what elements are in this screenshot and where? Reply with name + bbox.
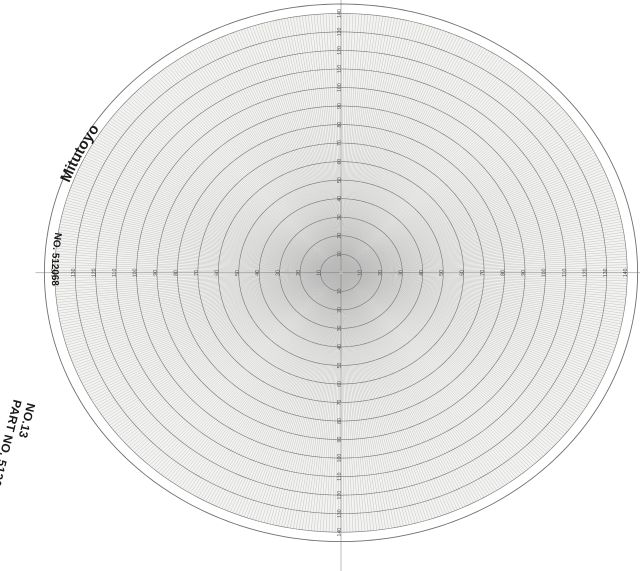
svg-text:80: 80 [173, 270, 179, 276]
svg-text:40: 40 [337, 344, 343, 350]
svg-text:70: 70 [480, 270, 486, 276]
svg-text:100: 100 [541, 268, 547, 277]
svg-text:90: 90 [153, 270, 159, 276]
svg-text:110: 110 [562, 269, 568, 277]
svg-text:20: 20 [337, 307, 343, 313]
svg-text:50: 50 [337, 362, 343, 368]
svg-text:60: 60 [460, 270, 466, 276]
svg-text:80: 80 [501, 270, 507, 276]
svg-text:120: 120 [337, 46, 343, 55]
svg-text:10: 10 [337, 251, 343, 257]
svg-text:40: 40 [255, 270, 261, 276]
svg-text:40: 40 [419, 270, 425, 276]
svg-text:10: 10 [317, 270, 323, 276]
svg-text:30: 30 [276, 270, 282, 276]
svg-text:90: 90 [337, 103, 343, 109]
svg-text:20: 20 [337, 233, 343, 239]
svg-text:40: 40 [337, 196, 343, 202]
svg-text:140: 140 [337, 9, 343, 18]
svg-text:10: 10 [357, 270, 363, 276]
svg-text:110: 110 [112, 269, 118, 277]
svg-text:130: 130 [71, 268, 77, 277]
svg-text:110: 110 [337, 472, 343, 480]
svg-text:120: 120 [582, 268, 588, 277]
svg-text:140: 140 [623, 268, 629, 277]
svg-text:100: 100 [133, 268, 139, 277]
svg-text:100: 100 [337, 454, 343, 463]
svg-text:70: 70 [337, 140, 343, 146]
svg-text:120: 120 [92, 268, 98, 277]
svg-text:90: 90 [337, 437, 343, 443]
svg-text:30: 30 [337, 214, 343, 220]
svg-text:20: 20 [296, 270, 302, 276]
svg-text:60: 60 [337, 159, 343, 165]
svg-text:70: 70 [194, 270, 200, 276]
svg-text:20: 20 [378, 270, 384, 276]
svg-text:140: 140 [337, 528, 343, 537]
svg-text:90: 90 [521, 270, 527, 276]
svg-text:130: 130 [603, 268, 609, 277]
svg-text:10: 10 [337, 288, 343, 294]
svg-text:130: 130 [337, 27, 343, 36]
svg-text:110: 110 [337, 65, 343, 73]
svg-text:120: 120 [337, 491, 343, 500]
svg-text:100: 100 [337, 83, 343, 92]
svg-text:60: 60 [214, 270, 220, 276]
svg-text:50: 50 [439, 270, 445, 276]
svg-text:50: 50 [235, 270, 241, 276]
svg-text:80: 80 [337, 418, 343, 424]
svg-text:130: 130 [337, 509, 343, 518]
svg-text:30: 30 [398, 270, 404, 276]
svg-text:50: 50 [337, 177, 343, 183]
svg-text:60: 60 [337, 381, 343, 387]
svg-text:70: 70 [337, 400, 343, 406]
svg-text:30: 30 [337, 325, 343, 331]
svg-text:80: 80 [337, 122, 343, 128]
